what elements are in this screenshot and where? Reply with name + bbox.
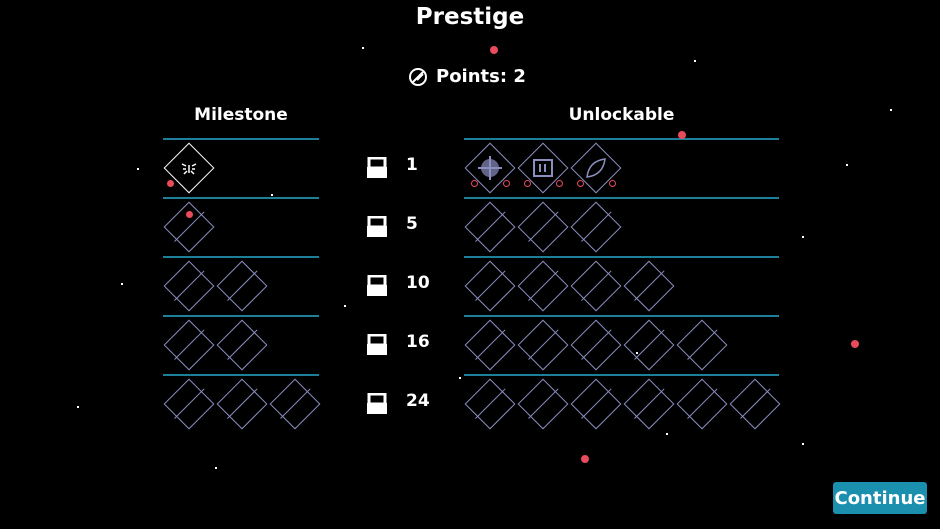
unlockable-slot[interactable]: [570, 201, 622, 253]
unlockable-slot[interactable]: [464, 201, 516, 253]
star: [802, 443, 804, 445]
star: [215, 467, 217, 469]
milestone-slot[interactable]: [163, 201, 215, 253]
milestone-slot[interactable]: [163, 260, 215, 312]
lock-icon: [366, 392, 388, 415]
divider: [163, 374, 319, 376]
unlockable-header: Unlockable: [568, 105, 675, 125]
star: [890, 109, 892, 111]
red-dot: [167, 180, 174, 187]
threshold-label: 10: [406, 273, 430, 293]
unlockable-slot[interactable]: [570, 378, 622, 430]
progress-dot: [524, 180, 531, 187]
divider: [163, 315, 319, 317]
red-star: [490, 46, 498, 54]
star: [121, 283, 123, 285]
unlockable-slot[interactable]: [464, 378, 516, 430]
unlockable-slot[interactable]: [623, 319, 675, 371]
threshold-label: 16: [406, 332, 430, 352]
divider: [464, 374, 779, 376]
milestone-slot[interactable]: [216, 319, 268, 371]
leaf-icon: [586, 158, 606, 178]
star: [802, 236, 804, 238]
unlockable-slot[interactable]: [570, 142, 622, 194]
lock-icon: [366, 156, 388, 179]
unlockable-slot[interactable]: [570, 260, 622, 312]
divider: [163, 138, 319, 140]
milestone-slot[interactable]: [163, 142, 215, 194]
progress-dot: [609, 180, 616, 187]
star: [77, 406, 79, 408]
feather-icon: [409, 67, 427, 86]
points-display: Points: 2: [408, 66, 526, 87]
milestone-slot[interactable]: [163, 319, 215, 371]
divider: [464, 197, 779, 199]
milestone-slot[interactable]: [216, 378, 268, 430]
threshold-label: 5: [406, 214, 418, 234]
progress-dot: [577, 180, 584, 187]
unlockable-slot[interactable]: [623, 378, 675, 430]
burst-icon: [181, 163, 197, 175]
milestone-slot[interactable]: [216, 260, 268, 312]
continue-button[interactable]: Continue: [833, 482, 927, 514]
star: [344, 305, 346, 307]
star: [666, 433, 668, 435]
unlockable-slot[interactable]: [517, 260, 569, 312]
red-star: [851, 340, 859, 348]
progress-dot: [471, 180, 478, 187]
milestone-header: Milestone: [194, 105, 288, 125]
divider: [464, 315, 779, 317]
unlockable-slot[interactable]: [729, 378, 781, 430]
unlockable-slot[interactable]: [517, 201, 569, 253]
milestone-slot[interactable]: [269, 378, 321, 430]
crosshair-icon: [478, 156, 502, 180]
star: [271, 194, 273, 196]
lock-icon: [366, 274, 388, 297]
divider: [163, 256, 319, 258]
star: [362, 47, 364, 49]
red-dot: [186, 211, 193, 218]
divider: [464, 256, 779, 258]
divider: [464, 138, 779, 140]
star: [694, 60, 696, 62]
red-star: [581, 455, 589, 463]
lock-icon: [366, 333, 388, 356]
points-label: Points: 2: [436, 66, 526, 87]
lock-icon: [366, 215, 388, 238]
star: [846, 164, 848, 166]
unlockable-slot[interactable]: [676, 319, 728, 371]
unlockable-slot[interactable]: [517, 319, 569, 371]
pause-box-icon: [533, 159, 553, 177]
unlockable-slot[interactable]: [676, 378, 728, 430]
progress-dot: [556, 180, 563, 187]
star: [137, 168, 139, 170]
unlockable-slot[interactable]: [570, 319, 622, 371]
progress-dot: [503, 180, 510, 187]
unlockable-slot[interactable]: [464, 260, 516, 312]
divider: [163, 197, 319, 199]
star: [459, 377, 461, 379]
unlockable-slot[interactable]: [464, 319, 516, 371]
unlockable-slot[interactable]: [517, 378, 569, 430]
threshold-label: 24: [406, 391, 430, 411]
milestone-slot[interactable]: [163, 378, 215, 430]
page-title: Prestige: [415, 4, 525, 30]
unlockable-slot[interactable]: [464, 142, 516, 194]
star: [636, 352, 638, 354]
unlockable-slot[interactable]: [517, 142, 569, 194]
red-star: [678, 131, 686, 139]
threshold-label: 1: [406, 155, 418, 175]
unlockable-slot[interactable]: [623, 260, 675, 312]
